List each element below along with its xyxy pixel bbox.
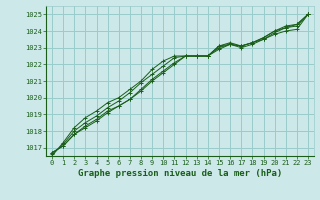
X-axis label: Graphe pression niveau de la mer (hPa): Graphe pression niveau de la mer (hPa) [78, 169, 282, 178]
